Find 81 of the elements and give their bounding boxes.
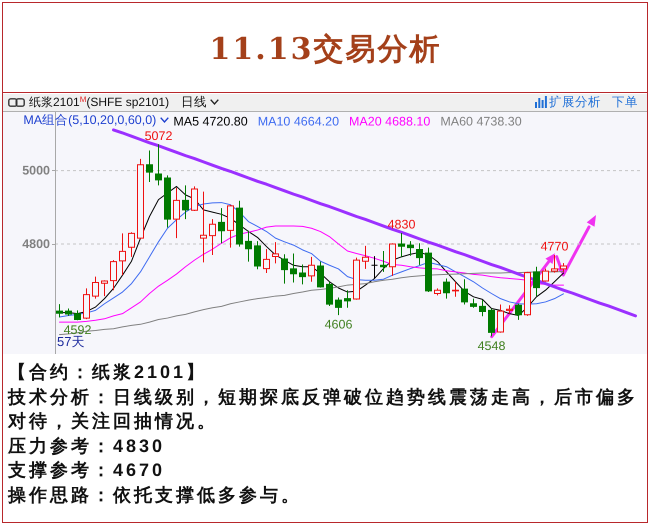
annotation: 4830	[388, 218, 416, 232]
candlestick	[245, 230, 252, 262]
text: 压力参考：4830	[8, 434, 166, 458]
candlestick	[416, 242, 423, 266]
candlestick	[65, 308, 72, 316]
candlestick	[317, 261, 324, 288]
candlestick	[209, 218, 216, 256]
candlestick	[83, 288, 90, 320]
candlestick	[263, 248, 270, 274]
candlestick	[254, 240, 261, 270]
candlestick	[200, 191, 207, 263]
text: 【合约：纸浆2101】	[8, 361, 208, 384]
text: 操作思路：依托支撑低多参与。	[8, 484, 303, 506]
candlestick	[191, 186, 198, 212]
candlestick	[398, 232, 405, 258]
candlestick	[272, 242, 279, 264]
candlestick	[74, 310, 81, 321]
candlestick	[56, 304, 63, 318]
candlestick	[119, 232, 126, 276]
candlestick	[137, 158, 144, 240]
line-series	[112, 128, 637, 318]
chart-title: 11.13交易分析	[208, 31, 442, 69]
annotation: 5072	[144, 128, 172, 143]
text: MA60 4738.30	[440, 114, 522, 128]
annotation: 4770	[540, 240, 568, 254]
candlestick	[371, 256, 378, 279]
candlestick	[479, 300, 486, 317]
candlestick	[218, 208, 225, 244]
candlestick	[335, 297, 342, 316]
candlestick	[425, 247, 432, 293]
candlestick	[434, 288, 441, 296]
candlestick	[380, 250, 387, 272]
candlestick	[551, 254, 558, 274]
candlestick	[236, 200, 243, 248]
candlestick	[497, 304, 504, 334]
candlestick	[524, 271, 531, 316]
text: MA20 4688.10	[349, 114, 430, 128]
annotation: 4548	[478, 338, 506, 353]
text: 支撑参考：4670	[8, 459, 166, 482]
candlestick	[299, 264, 306, 285]
candlestick	[542, 268, 549, 282]
y-tick-label: 4800	[22, 237, 50, 251]
candlestick	[101, 280, 108, 297]
legend-title: MA组合(5,10,20,0,60,0)	[23, 113, 156, 127]
text: 扩展分析	[549, 94, 601, 111]
text: MA5 4720.80	[173, 114, 248, 128]
candlestick	[560, 262, 567, 272]
candlestick	[92, 276, 99, 300]
candlestick	[344, 290, 351, 308]
candlestick	[146, 150, 153, 183]
candlestick	[488, 308, 495, 337]
candlestick	[281, 254, 288, 284]
candlestick	[470, 298, 477, 308]
candlestick	[362, 245, 369, 270]
candlestick	[452, 281, 459, 298]
candlestick	[182, 184, 189, 220]
candlestick	[389, 242, 396, 276]
candlestick	[128, 232, 135, 258]
candlestick	[326, 281, 333, 306]
candlestick	[173, 187, 180, 239]
annotation: 57天	[57, 334, 84, 350]
text: 下单	[612, 94, 638, 111]
candlestick	[407, 240, 414, 256]
candlestick	[461, 278, 468, 305]
candlestick	[533, 266, 540, 297]
text: MA10 4664.20	[258, 114, 340, 128]
candlestick	[290, 253, 297, 283]
text: 日线	[181, 94, 208, 111]
candlestick	[506, 304, 513, 314]
annotation: 4606	[324, 318, 352, 332]
candlestick	[227, 204, 234, 248]
candlestick	[353, 257, 360, 300]
candlestick	[443, 278, 450, 300]
candlestick	[155, 144, 162, 186]
candlestick	[164, 174, 171, 228]
candlestick	[515, 303, 522, 320]
y-tick-label: 5000	[22, 164, 50, 178]
candlestick	[308, 256, 315, 282]
candlestick	[110, 260, 117, 291]
text: 技术分析：日线级别，短期探底反弹破位趋势线震荡走高，后市偏多对待，关注回抽情况。	[8, 386, 639, 433]
chart-subtitle: 纸浆2101$^{M}$(SHFE sp2101)	[29, 94, 170, 111]
